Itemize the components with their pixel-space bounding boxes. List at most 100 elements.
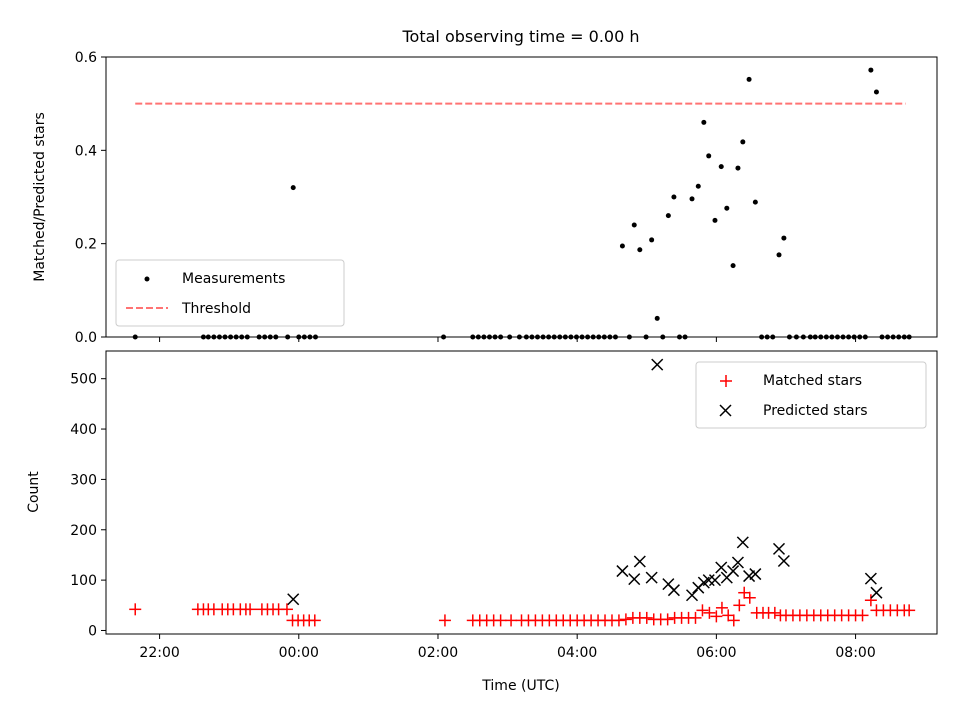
matched-stars-point (856, 609, 869, 622)
measurement-point (492, 334, 498, 340)
measurement-point (529, 334, 535, 340)
measurement-point (216, 334, 222, 340)
measurement-point (776, 252, 782, 258)
x-tick-label: 08:00 (835, 645, 875, 661)
matched-stars-point (494, 614, 507, 627)
measurement-point (896, 334, 902, 340)
x-axis-label: Time (UTC) (481, 678, 559, 694)
legend-label-threshold: Threshold (181, 301, 251, 317)
measurement-point (205, 334, 211, 340)
measurement-point (786, 334, 792, 340)
measurement-point (568, 334, 574, 340)
measurement-point (523, 334, 529, 340)
top-series-layer (132, 67, 912, 340)
measurement-point (857, 334, 863, 340)
bottom-legend-box (695, 361, 927, 429)
measurement-point (290, 185, 296, 191)
measurement-point (840, 334, 846, 340)
measurement-point (846, 334, 852, 340)
measurement-point (562, 334, 568, 340)
measurement-point (557, 334, 563, 340)
measurement-point (793, 334, 799, 340)
measurement-point (834, 334, 840, 340)
measurement-point (619, 243, 625, 249)
matched-stars-point (696, 604, 709, 617)
measurement-point (868, 67, 874, 73)
measurement-point (807, 334, 813, 340)
measurement-point (759, 334, 765, 340)
measurement-point (637, 247, 643, 253)
measurement-point (665, 213, 671, 219)
measurement-point (812, 334, 818, 340)
matched-stars-point (710, 610, 723, 623)
predicted-stars-point (287, 593, 300, 606)
y-tick-label: 300 (70, 472, 97, 488)
measurement-point (233, 334, 239, 340)
legend-label-measurements: Measurements (182, 271, 285, 287)
measurement-point (507, 334, 513, 340)
measurement-point (551, 334, 557, 340)
measurement-point (676, 334, 682, 340)
predicted-stars-point (651, 358, 664, 371)
x-tick-label: 00:00 (279, 645, 319, 661)
y-tick-label: 0.6 (75, 50, 97, 66)
predicted-stars-point (616, 565, 629, 578)
matched-stars-point (129, 603, 142, 616)
matched-stars-point (505, 614, 518, 627)
y-tick-label: 0.4 (75, 143, 97, 159)
legend-marker-measurements (144, 276, 150, 282)
measurement-point (262, 334, 268, 340)
measurement-point (643, 334, 649, 340)
measurement-point (626, 334, 632, 340)
measurement-point (740, 139, 746, 145)
measurement-point (590, 334, 596, 340)
measurement-point (601, 334, 607, 340)
predicted-stars-point (628, 573, 641, 586)
predicted-stars-point (667, 584, 680, 597)
measurement-point (498, 334, 504, 340)
measurement-point (132, 334, 138, 340)
measurement-point (631, 222, 637, 228)
predicted-stars-point (727, 565, 740, 578)
measurement-point (660, 334, 666, 340)
measurement-point (695, 183, 701, 189)
top-legend-box (115, 259, 345, 327)
y-tick-label: 100 (70, 573, 97, 589)
bottom-plot-area (105, 350, 938, 635)
matched-stars-point (612, 614, 625, 627)
measurement-point (735, 165, 741, 171)
legend-label-predicted-stars: Predicted stars (763, 403, 868, 419)
matched-stars-point (738, 586, 751, 599)
predicted-stars-point (864, 572, 877, 585)
measurement-point (781, 235, 787, 241)
measurement-point (596, 334, 602, 340)
measurement-point (724, 205, 730, 211)
measurement-point (649, 237, 655, 243)
measurement-point (818, 334, 824, 340)
measurement-point (573, 334, 579, 340)
measurement-point (285, 334, 291, 340)
matched-stars-point (727, 614, 740, 627)
measurement-point (579, 334, 585, 340)
measurement-point (267, 334, 273, 340)
x-tick-label: 22:00 (139, 645, 179, 661)
measurement-point (228, 334, 234, 340)
top-y-axis-label: Matched/Predicted stars (32, 112, 48, 282)
y-tick-label: 500 (70, 372, 97, 388)
measurement-point (211, 334, 217, 340)
measurement-point (654, 315, 660, 321)
predicted-stars-point (870, 586, 883, 599)
measurement-point (701, 119, 707, 125)
matched-stars-point (689, 611, 702, 624)
legend-marker-matched-stars (720, 375, 732, 387)
measurement-point (222, 334, 228, 340)
measurement-point (873, 89, 879, 95)
measurement-point (481, 334, 487, 340)
matched-stars-point (903, 604, 916, 617)
measurement-point (273, 334, 279, 340)
measurement-point (879, 334, 885, 340)
matched-stars-point (733, 599, 746, 612)
bottom-series-layer (129, 358, 916, 627)
measurement-point (239, 334, 245, 340)
